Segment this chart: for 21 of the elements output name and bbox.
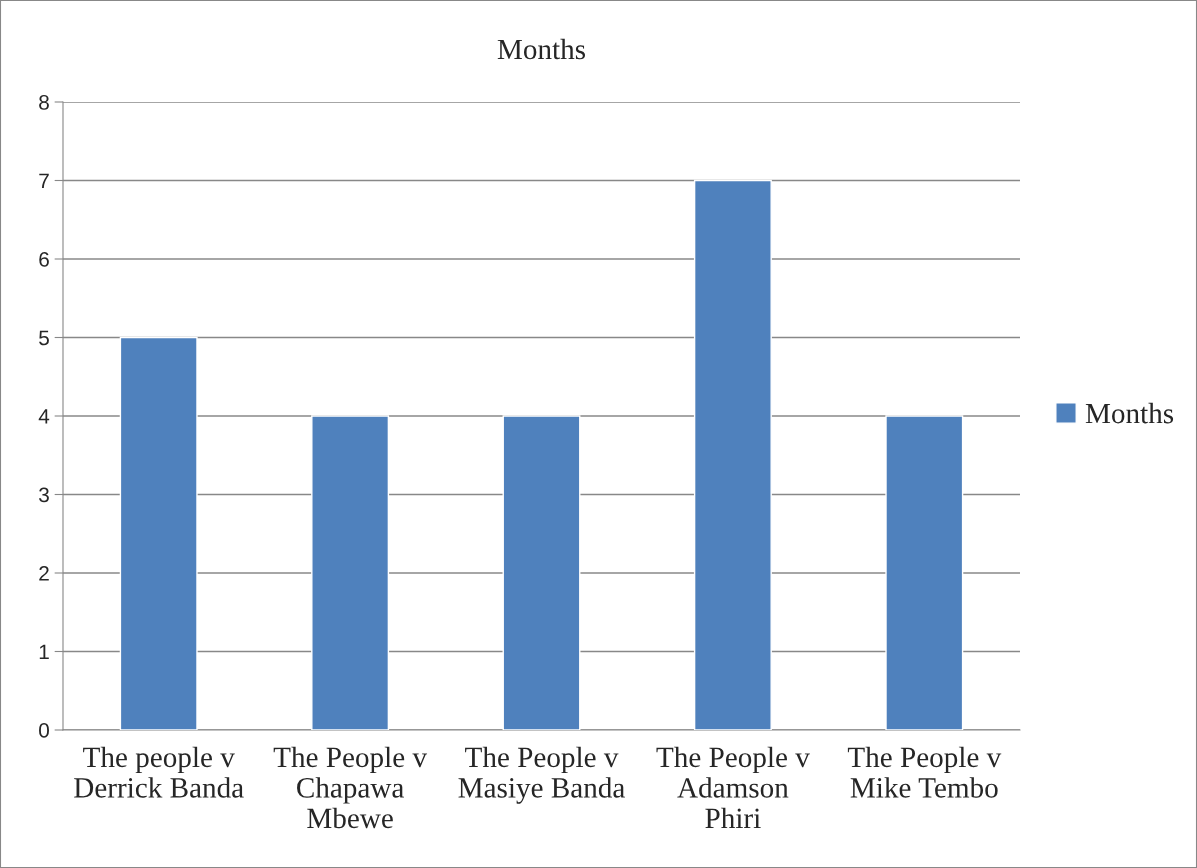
x-tick-label: The People v Masiye Banda [458,746,625,804]
y-tick-label: 7 [39,173,49,189]
bar [693,179,772,730]
bar [119,336,198,730]
x-tick-label: The People v Chapawa Mbewe [273,746,428,829]
y-tick-label: 2 [39,566,49,581]
bar [885,415,964,730]
y-tick-label: 3 [39,487,49,503]
legend-label: Months [1085,402,1174,424]
y-tick-label: 8 [39,95,49,110]
y-tick-label: 1 [39,644,49,660]
y-tick-label: 5 [39,330,49,346]
chart-title: Months [497,38,586,60]
y-tick-label: 0 [39,723,49,738]
bar [311,415,390,730]
x-tick-label: The People v Mike Tembo [847,746,1002,798]
y-tick-label: 6 [39,252,49,267]
x-tick-label: The people v Derrick Banda [74,746,244,798]
x-tick-label: The People v Adamson Phiri [656,746,810,828]
y-tick-label: 4 [38,409,50,424]
bar [502,415,581,730]
